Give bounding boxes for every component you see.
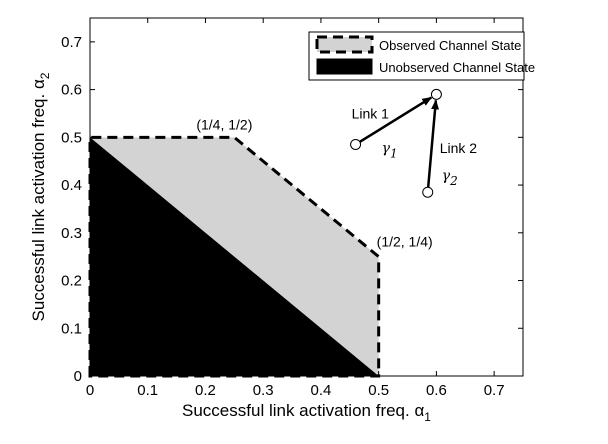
x-tick-label: 0.2 (195, 382, 216, 399)
y-axis-label: Successful link activation freq. α2 (29, 72, 52, 321)
x-tick-label: 0.7 (484, 382, 505, 399)
legend-label-observed: Observed Channel State (379, 38, 521, 53)
y-axis-label-subscript: 2 (38, 72, 52, 79)
annotations: (1/4, 1/2) (1/2, 1/4) (196, 116, 432, 249)
node-hub (430, 88, 442, 100)
gamma2-label: γ2 (442, 168, 458, 188)
link2-label: Link 2 (440, 140, 478, 156)
node-n2 (422, 186, 434, 198)
x-tick-label: 0 (86, 382, 94, 399)
x-axis-label-subscript: 1 (424, 410, 431, 424)
y-ticks: 0 0.1 0.2 0.3 0.4 0.5 0.6 0.7 (61, 34, 523, 385)
y-tick-label: 0.1 (61, 320, 82, 337)
x-tick-label: 0.4 (311, 382, 332, 399)
unobserved-region (90, 137, 379, 376)
link2-arrow (426, 99, 440, 188)
gamma1-subscript: 1 (390, 146, 398, 160)
y-tick-label: 0.2 (61, 273, 82, 290)
annotation-quarter-half: (1/4, 1/2) (196, 116, 252, 132)
gamma1-label-text: γ (382, 140, 391, 156)
x-tick-label: 0.6 (426, 382, 447, 399)
legend: Observed Channel State Unobserved Channel… (308, 31, 535, 81)
x-axis-label-text: Successful link activation freq. α (182, 401, 424, 420)
node-n1 (350, 138, 362, 150)
y-tick-label: 0.4 (61, 177, 82, 194)
x-tick-label: 0.5 (368, 382, 389, 399)
annotation-half-quarter: (1/2, 1/4) (377, 234, 433, 250)
y-tick-label: 0 (74, 368, 82, 385)
y-tick-label: 0.6 (61, 82, 82, 99)
x-tick-label: 0.1 (137, 382, 158, 399)
gamma1-label: γ1 (382, 140, 398, 160)
y-axis-label-text: Successful link activation freq. α (29, 79, 48, 321)
axes-box (89, 17, 524, 377)
link1-arrow (359, 96, 433, 143)
chart-areas (88, 135, 381, 378)
y-tick-label: 0.7 (61, 34, 82, 51)
link1-label: Link 1 (352, 105, 390, 121)
y-tick-label: 0.3 (61, 225, 82, 242)
legend-swatch-unobserved (316, 58, 373, 75)
x-axis-label: Successful link activation freq. α1 (182, 401, 431, 424)
y-tick-label: 0.5 (61, 129, 82, 146)
gamma2-subscript: 2 (449, 174, 458, 188)
gamma2-label-text: γ (442, 168, 451, 184)
legend-swatch-observed (315, 35, 374, 54)
legend-label-unobserved: Unobserved Channel State (379, 60, 535, 75)
axis-labels: Successful link activation freq. α1Succe… (29, 72, 431, 424)
x-tick-label: 0.3 (253, 382, 274, 399)
x-ticks: 0 0.1 0.2 0.3 0.4 0.5 0.6 0.7 (86, 18, 505, 399)
axes-frame (89, 17, 524, 377)
